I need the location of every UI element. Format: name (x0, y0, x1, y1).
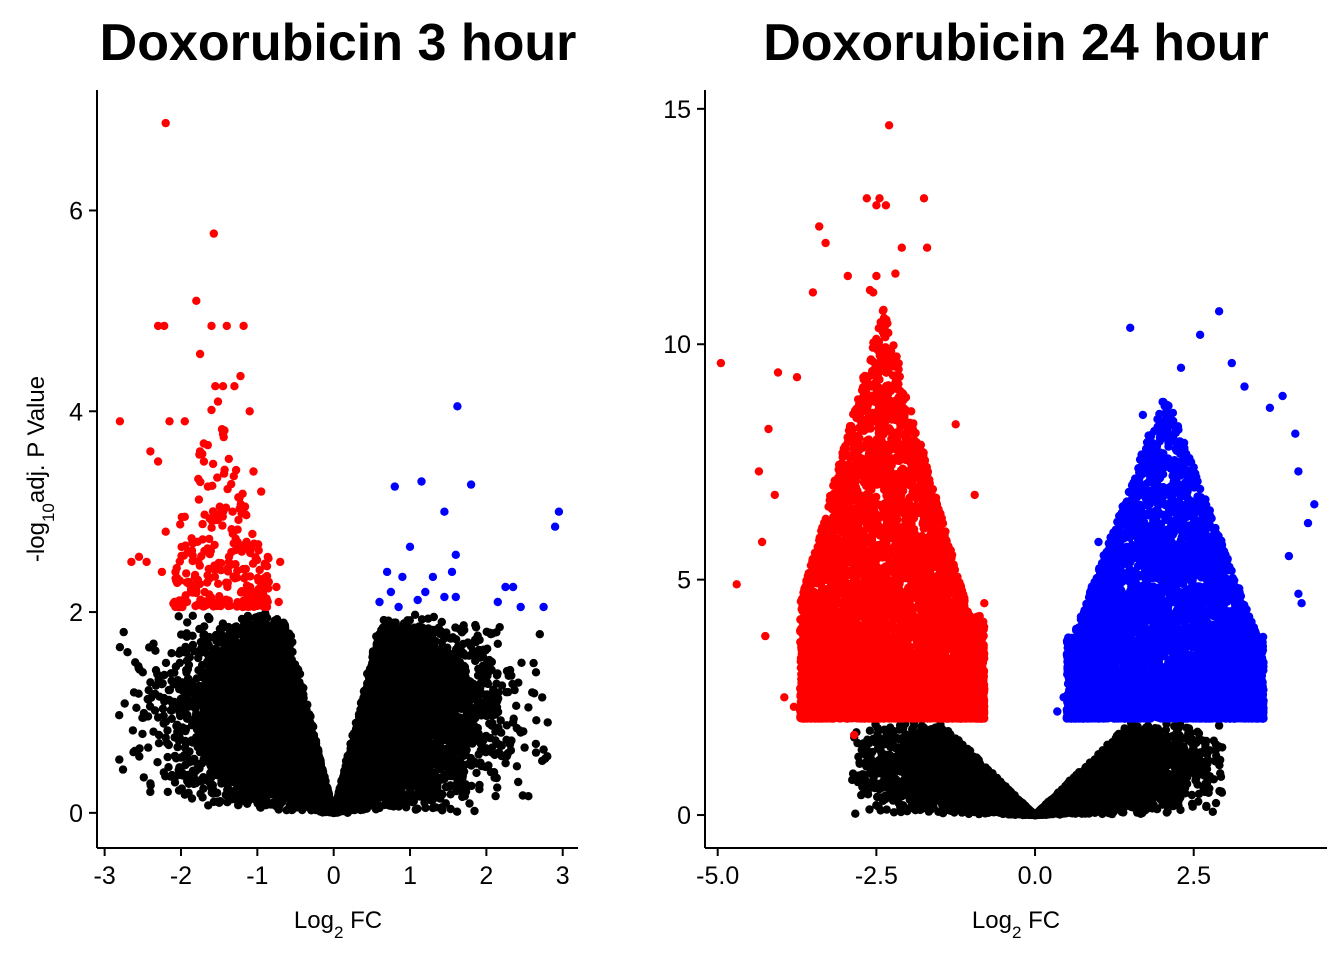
data-point-ns (183, 618, 192, 627)
data-point-ns (159, 768, 168, 777)
point-layer (115, 118, 564, 818)
data-point-ns (532, 716, 541, 725)
data-point-ns (115, 711, 124, 720)
panel-title: Doxorubicin 3 hour (100, 14, 577, 72)
data-point-ns (151, 666, 161, 675)
data-point-ns (470, 806, 479, 816)
data-point-ns (139, 773, 148, 782)
data-point-ns (158, 704, 168, 713)
data-point-ns (514, 777, 523, 787)
data-point-ns (132, 703, 141, 712)
data-point-ns (174, 786, 184, 795)
data-point-ns (502, 751, 512, 761)
data-point-ns (446, 790, 455, 799)
data-point-ns (531, 739, 541, 749)
data-point-ns (529, 658, 538, 668)
data-point-ns (115, 755, 124, 764)
data-point-ns (120, 699, 129, 708)
